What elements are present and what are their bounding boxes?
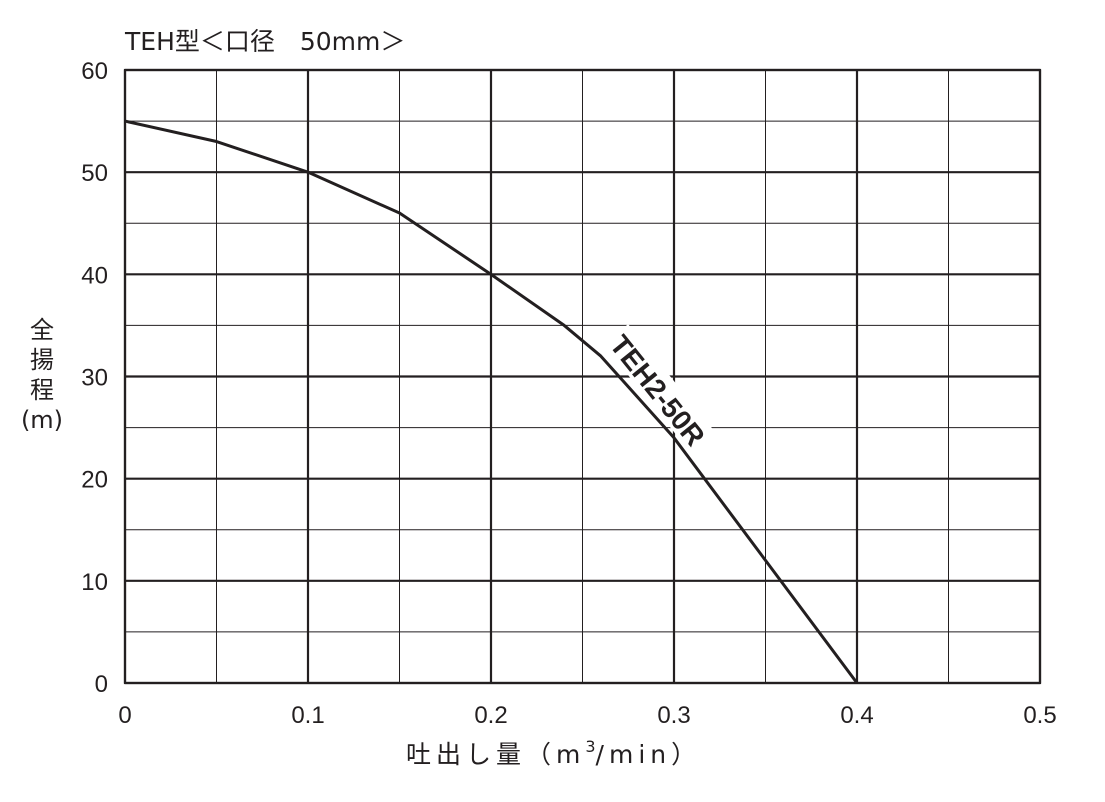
y-tick-label: 10: [81, 569, 108, 596]
x-axis-label-prefix: 吐出し量（m: [406, 740, 586, 769]
y-tick-label: 0: [95, 671, 108, 698]
x-tick-label: 0.4: [840, 702, 873, 729]
series-line: [124, 119, 859, 684]
plot-frame: [123, 68, 1042, 685]
chart-title: TEH型＜口径 50mm＞: [125, 27, 406, 56]
y-axis-label: 全 揚 程 (m): [20, 316, 64, 434]
y-tick-label: 60: [81, 58, 108, 85]
y-tick-label: 40: [81, 262, 108, 289]
y-tick-label: 50: [81, 160, 108, 187]
x-axis-label-suffix: /min）: [595, 740, 702, 769]
x-tick-label: 0.2: [474, 702, 507, 729]
x-tick-label: 0.1: [291, 702, 324, 729]
x-axis-label: 吐出し量（m3/min）: [406, 735, 701, 771]
x-tick-label: 0.3: [657, 702, 690, 729]
series-label-background: [603, 324, 716, 454]
y-tick-label: 20: [81, 467, 108, 494]
series-label: TEH2-50R: [604, 329, 711, 451]
x-tick-label: 0: [118, 702, 131, 729]
y-tick-label: 30: [81, 365, 108, 392]
x-tick-label: 0.5: [1023, 702, 1056, 729]
x-axis-label-superscript: 3: [585, 736, 596, 756]
